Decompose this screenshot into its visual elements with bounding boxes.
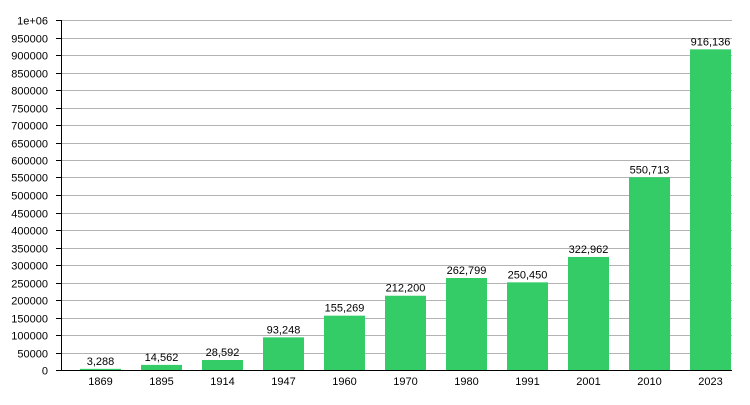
x-tick-label: 1960	[332, 376, 356, 388]
y-tick-label: 550000	[11, 173, 48, 185]
bar	[202, 359, 243, 370]
grid-lines	[61, 20, 732, 354]
y-tick-label: 400000	[11, 226, 48, 238]
x-tick-label: 2001	[576, 376, 600, 388]
bar-value-label: 322,962	[569, 244, 609, 256]
y-tick-label: 600000	[11, 156, 48, 168]
y-tick-label: 250000	[11, 279, 48, 291]
bar-value-label: 14,562	[145, 352, 179, 364]
bar-value-label: 916,136	[691, 36, 731, 48]
y-tick-label: 650000	[11, 139, 48, 151]
x-tick-label: 1991	[515, 376, 539, 388]
y-tick-label: 950000	[11, 34, 48, 46]
x-tick-label: 1980	[454, 376, 478, 388]
bar-value-label: 262,799	[447, 265, 487, 277]
y-tick-label: 800000	[11, 86, 48, 98]
bar-value-label: 155,269	[325, 303, 365, 315]
bar-value-label: 28,592	[206, 347, 240, 359]
bar-value-label: 3,288	[87, 356, 115, 368]
y-tick-label: 750000	[11, 104, 48, 116]
bar	[141, 364, 182, 370]
y-tick-label: 350000	[11, 244, 48, 256]
x-tick-label: 1869	[88, 376, 112, 388]
bar	[385, 295, 426, 370]
bar	[324, 315, 365, 370]
y-tick-label: 900000	[11, 51, 48, 63]
bar-value-label: 93,248	[267, 324, 301, 336]
bar	[446, 278, 487, 370]
bar-value-label: 550,713	[630, 164, 670, 176]
y-tick-label: 850000	[11, 69, 48, 81]
y-tick-label: 500000	[11, 191, 48, 203]
y-axis-ticks: 0 50000 100000 150000 200000 250000 300000 3500…	[11, 16, 61, 378]
bar-value-label: 212,200	[386, 283, 426, 295]
bars: 3,288 14,562 28,592 93,248 155,269 212,200 262…	[80, 36, 731, 370]
y-tick-label: 1e+06	[17, 16, 48, 28]
x-tick-label: 2023	[698, 376, 722, 388]
y-tick-label: 450000	[11, 209, 48, 221]
x-tick-label: 1895	[149, 376, 173, 388]
bar-value-label: 250,450	[508, 269, 548, 281]
bar	[507, 282, 548, 370]
bar	[690, 49, 731, 370]
y-tick-label: 0	[42, 366, 48, 378]
bar	[263, 337, 304, 370]
y-tick-label: 200000	[11, 296, 48, 308]
x-axis-ticks: 1869 1895 1914 1947 1960 1970 1980 1991 2001 2010…	[88, 376, 722, 388]
y-tick-label: 100000	[11, 331, 48, 343]
x-tick-label: 1914	[210, 376, 234, 388]
x-tick-label: 2010	[637, 376, 661, 388]
x-tick-label: 1970	[393, 376, 417, 388]
bar	[568, 256, 609, 370]
bar	[629, 177, 670, 370]
y-tick-label: 50000	[17, 349, 48, 361]
y-tick-label: 300000	[11, 261, 48, 273]
y-tick-label: 700000	[11, 121, 48, 133]
bar	[80, 368, 121, 370]
y-tick-label: 150000	[11, 314, 48, 326]
x-tick-label: 1947	[271, 376, 295, 388]
